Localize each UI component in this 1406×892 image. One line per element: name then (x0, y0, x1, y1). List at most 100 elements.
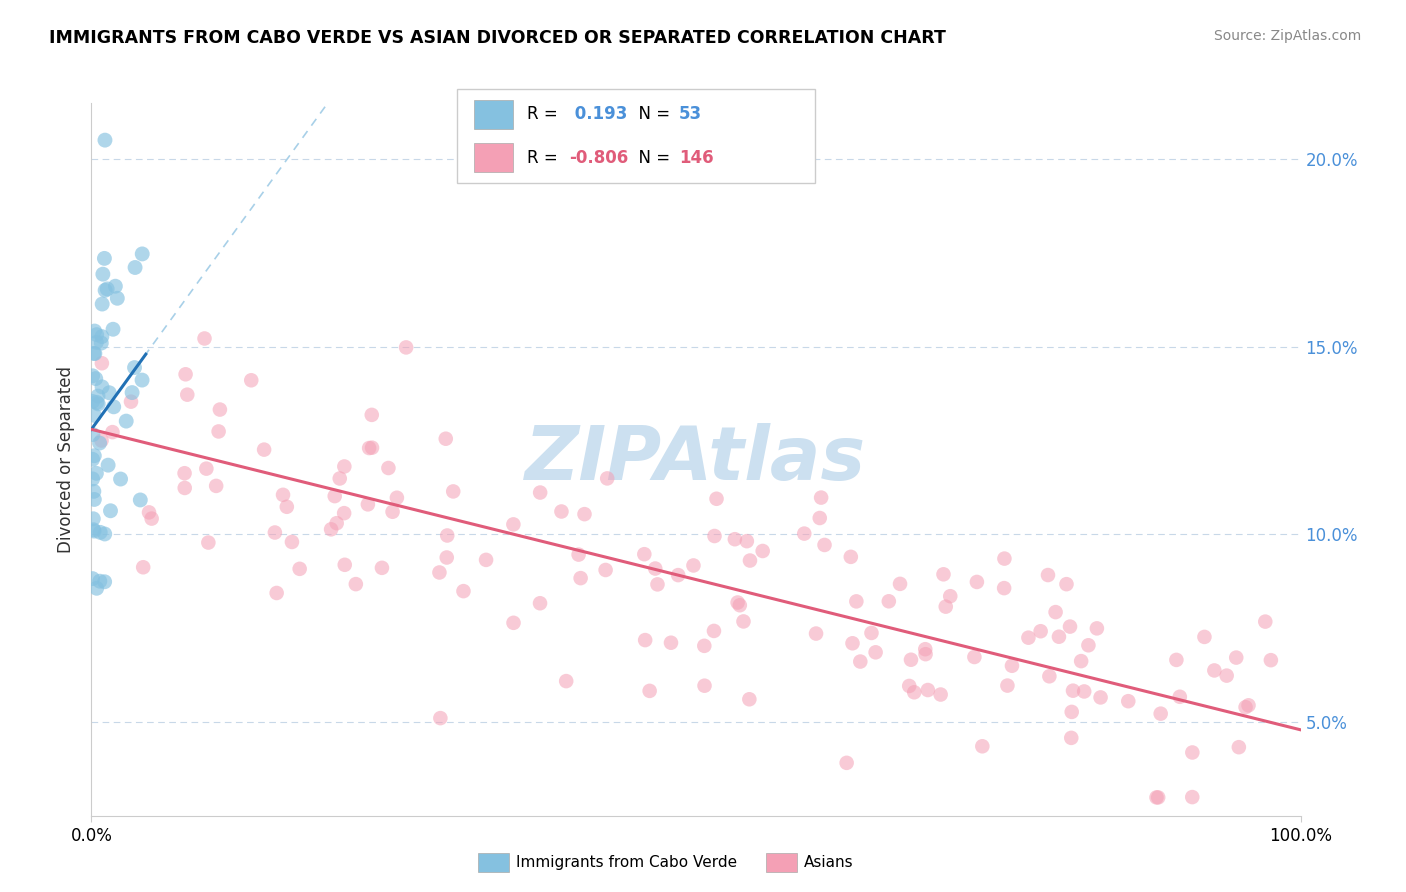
Text: IMMIGRANTS FROM CABO VERDE VS ASIAN DIVORCED OR SEPARATED CORRELATION CHART: IMMIGRANTS FROM CABO VERDE VS ASIAN DIVO… (49, 29, 946, 46)
Point (917, 683, 939, 698)
Point (502, 615, 524, 630)
Point (371, 561, 394, 575)
Point (83, 484, 105, 499)
Text: N =: N = (628, 149, 676, 167)
Point (441, 484, 464, 499)
Point (319, 522, 342, 536)
Point (574, 507, 596, 521)
Point (82, 572, 104, 586)
Point (647, 577, 669, 591)
Point (839, 549, 862, 564)
Point (1045, 605, 1067, 619)
Point (101, 425, 124, 439)
Point (86, 582, 108, 596)
Point (1047, 630, 1070, 644)
Point (100, 504, 122, 518)
Point (914, 647, 936, 661)
Point (361, 441, 384, 455)
Point (659, 636, 682, 650)
Point (1056, 577, 1078, 591)
Point (105, 291, 128, 305)
Point (1060, 731, 1083, 745)
Point (693, 639, 716, 653)
Point (638, 684, 661, 698)
Point (124, 260, 146, 275)
Point (83, 324, 105, 338)
Point (83, 346, 105, 360)
Point (344, 577, 367, 591)
Point (993, 581, 1015, 595)
Point (429, 566, 451, 580)
Point (1090, 690, 1112, 705)
Point (94, 283, 117, 297)
Point (475, 553, 498, 567)
Point (997, 679, 1019, 693)
Point (197, 535, 219, 549)
Point (724, 532, 747, 546)
Text: ZIPAtlas: ZIPAtlas (526, 423, 866, 496)
Point (993, 551, 1015, 566)
Point (121, 385, 143, 400)
Point (1225, 650, 1247, 665)
Point (266, 586, 288, 600)
Text: -0.806: -0.806 (569, 149, 628, 167)
Point (1029, 624, 1052, 639)
Text: 53: 53 (679, 105, 702, 123)
Point (568, 548, 591, 562)
Point (195, 461, 218, 475)
Point (1166, 653, 1188, 667)
Point (900, 653, 922, 667)
Point (90, 434, 112, 448)
Point (240, 373, 263, 387)
Point (98, 385, 121, 400)
Point (963, 650, 986, 665)
Point (1146, 790, 1168, 805)
Point (693, 679, 716, 693)
Point (86, 395, 108, 409)
Point (939, 589, 962, 603)
Point (90, 356, 112, 370)
Point (89, 525, 111, 540)
Y-axis label: Divorced or Separated: Divorced or Separated (58, 366, 76, 553)
Point (84, 371, 107, 385)
Point (83, 523, 105, 537)
Point (93, 527, 115, 541)
Point (1215, 668, 1237, 682)
Point (706, 491, 728, 506)
Point (751, 544, 773, 558)
Point (83, 492, 105, 507)
Point (1059, 619, 1081, 633)
Point (849, 655, 872, 669)
Point (595, 563, 617, 577)
Point (808, 511, 831, 525)
Point (131, 373, 153, 387)
Point (82, 394, 104, 409)
Point (529, 596, 551, 610)
Point (841, 636, 863, 650)
Point (87, 389, 110, 403)
Point (83, 346, 105, 360)
Point (865, 645, 887, 659)
Point (86, 327, 108, 342)
Point (550, 504, 572, 518)
Text: R =: R = (527, 149, 564, 167)
Text: 146: 146 (679, 149, 714, 167)
Point (1073, 684, 1095, 698)
Point (333, 558, 356, 572)
Point (429, 711, 451, 725)
Point (1168, 690, 1191, 704)
Point (1036, 568, 1059, 582)
Point (82, 472, 104, 486)
Point (738, 553, 761, 567)
Point (174, 368, 197, 382)
Point (359, 441, 381, 455)
Point (120, 394, 142, 409)
Point (813, 538, 835, 552)
Text: R =: R = (527, 105, 564, 123)
Point (1234, 700, 1257, 714)
Point (253, 442, 276, 457)
Point (1150, 706, 1173, 721)
Point (110, 472, 132, 486)
Point (91, 267, 114, 281)
Point (271, 488, 294, 502)
